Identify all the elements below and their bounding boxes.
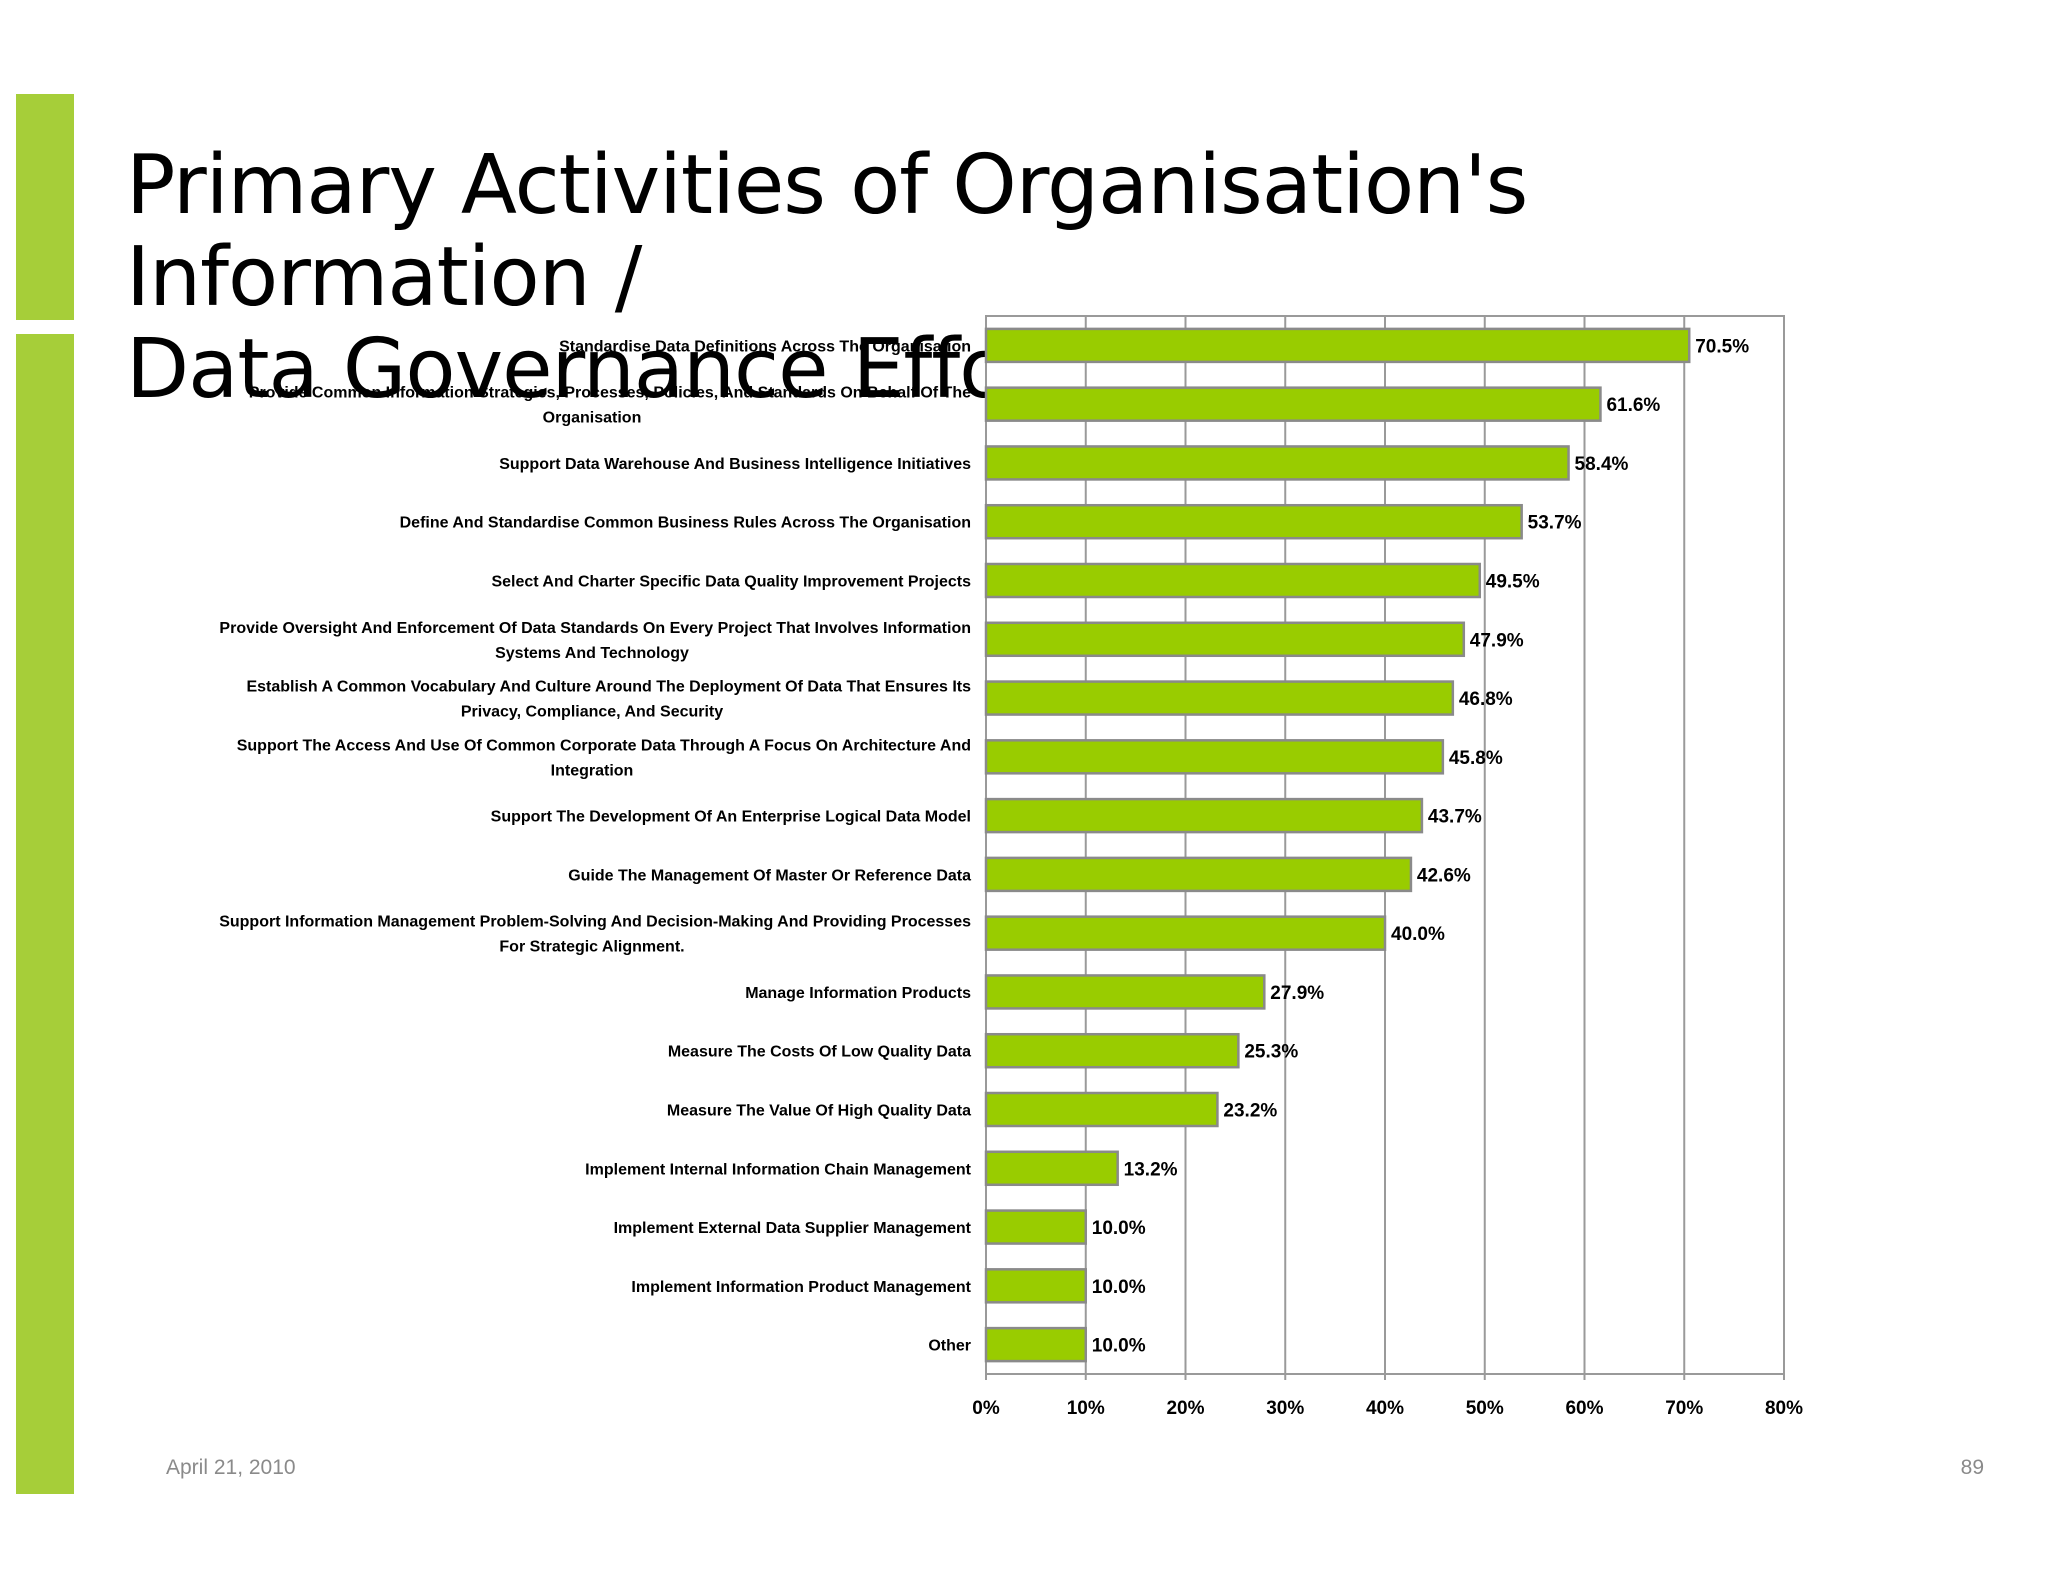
bar-value-label: 10.0% xyxy=(1092,1218,1146,1239)
bar-value-label: 45.8% xyxy=(1449,748,1503,769)
category-label: Integration xyxy=(551,762,634,779)
bar xyxy=(986,1152,1118,1185)
x-tick-label: 40% xyxy=(1366,1398,1404,1419)
bar-value-label: 10.0% xyxy=(1092,1277,1146,1298)
bar-value-label: 10.0% xyxy=(1092,1336,1146,1357)
bar-value-label: 58.4% xyxy=(1575,454,1629,475)
bar xyxy=(986,1328,1086,1361)
bar-value-label: 70.5% xyxy=(1695,336,1749,357)
x-tick-label: 20% xyxy=(1166,1398,1204,1419)
category-label: Manage Information Products xyxy=(745,985,971,1002)
bar xyxy=(986,1269,1086,1302)
page-number: 89 xyxy=(1961,1456,1984,1480)
category-label: Define And Standardise Common Business R… xyxy=(400,515,971,532)
bar-value-label: 13.2% xyxy=(1124,1159,1178,1180)
category-label: Select And Charter Specific Data Quality… xyxy=(491,574,971,591)
bar xyxy=(986,799,1422,832)
bar xyxy=(986,564,1480,597)
bar xyxy=(986,1034,1238,1067)
category-label: Guide The Management Of Master Or Refere… xyxy=(568,867,971,884)
category-label: Establish A Common Vocabulary And Cultur… xyxy=(246,679,971,696)
bar-value-label: 42.6% xyxy=(1417,865,1471,886)
bar xyxy=(986,917,1385,950)
bar xyxy=(986,388,1600,421)
bar-value-label: 40.0% xyxy=(1391,924,1445,945)
footer-date: April 21, 2010 xyxy=(166,1456,296,1480)
bar xyxy=(986,1211,1086,1244)
bar-value-label: 49.5% xyxy=(1486,572,1540,593)
category-label: Privacy, Compliance, And Security xyxy=(461,704,723,721)
category-label: For Strategic Alignment. xyxy=(499,939,684,956)
bar xyxy=(986,740,1443,773)
category-label: Implement Information Product Management xyxy=(631,1279,971,1296)
x-tick-label: 50% xyxy=(1466,1398,1504,1419)
category-label: Provide Oversight And Enforcement Of Dat… xyxy=(219,620,971,637)
x-tick-label: 60% xyxy=(1565,1398,1603,1419)
category-label: Measure The Value Of High Quality Data xyxy=(667,1103,971,1120)
x-tick-label: 30% xyxy=(1266,1398,1304,1419)
bar-value-label: 27.9% xyxy=(1270,983,1324,1004)
x-tick-label: 0% xyxy=(972,1398,1000,1419)
bar-value-label: 25.3% xyxy=(1244,1042,1298,1063)
category-label: Provide Common Information Strategies, P… xyxy=(249,385,971,402)
category-label: Measure The Costs Of Low Quality Data xyxy=(668,1044,971,1061)
category-label: Support Data Warehouse And Business Inte… xyxy=(499,456,971,473)
bar xyxy=(986,505,1522,538)
category-label: Systems And Technology xyxy=(495,645,689,662)
category-label: Organisation xyxy=(543,410,642,427)
category-label: Standardise Data Definitions Across The … xyxy=(559,338,971,355)
bar-value-label: 43.7% xyxy=(1428,807,1482,828)
bar-value-label: 47.9% xyxy=(1470,630,1524,651)
bar xyxy=(986,858,1411,891)
bar-value-label: 46.8% xyxy=(1459,689,1513,710)
bar xyxy=(986,446,1569,479)
category-label: Other xyxy=(928,1338,971,1355)
bar xyxy=(986,975,1264,1008)
category-label: Support Information Management Problem-S… xyxy=(219,914,971,931)
category-label: Implement Internal Information Chain Man… xyxy=(585,1161,971,1178)
bar xyxy=(986,1093,1217,1126)
bar xyxy=(986,329,1689,362)
x-tick-label: 10% xyxy=(1067,1398,1105,1419)
bar xyxy=(986,682,1453,715)
category-label: Implement External Data Supplier Managem… xyxy=(614,1220,972,1237)
bar xyxy=(986,623,1464,656)
bar-value-label: 61.6% xyxy=(1606,395,1660,416)
category-label: Support The Access And Use Of Common Cor… xyxy=(237,737,971,754)
bar-value-label: 23.2% xyxy=(1223,1101,1277,1122)
x-tick-label: 80% xyxy=(1765,1398,1803,1419)
bar-value-label: 53.7% xyxy=(1528,513,1582,534)
category-label: Support The Development Of An Enterprise… xyxy=(491,809,971,826)
x-tick-label: 70% xyxy=(1665,1398,1703,1419)
